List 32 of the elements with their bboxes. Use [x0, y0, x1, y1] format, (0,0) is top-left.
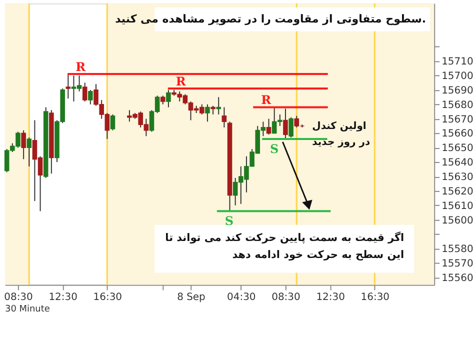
y-tick-label: 15620: [442, 186, 474, 198]
y-tick-label: 15570: [442, 258, 474, 270]
series-label: R: [76, 60, 87, 74]
x-tick-label: 08:30: [4, 292, 33, 304]
x-tick-label: 16:30: [93, 292, 122, 304]
y-tick-label: 15610: [442, 200, 474, 212]
y-tick-label: 15690: [442, 85, 474, 96]
y-tick-label: 15650: [442, 143, 474, 154]
series-label: S: [270, 142, 279, 156]
y-tick-label: 15700: [442, 70, 474, 82]
y-tick-label: 15640: [442, 158, 474, 169]
x-tick-label: 08:30: [272, 292, 300, 304]
x-tick-label: 8 Sep: [177, 292, 206, 304]
series-label: R: [176, 74, 187, 88]
y-tick-label: 15630: [442, 172, 474, 183]
y-tick-label: 15580: [442, 244, 474, 256]
y-tick-label: 15560: [442, 273, 474, 284]
series-label: R: [261, 93, 272, 108]
y-tick-label: 15660: [442, 128, 474, 140]
y-tick-label: 15670: [442, 114, 474, 126]
y-tick-label: 15600: [442, 215, 474, 226]
y-tick-label: 15680: [442, 100, 474, 111]
y-tick-label: 15710: [442, 56, 474, 68]
text: 30 Minute: [4, 304, 50, 315]
text: سطوح متفاوتی از مقاومت را در تصویر مشاهده می کنید.: [115, 12, 426, 26]
annotation: اگر قیمت به سمت پایین حرکت کند می تواند تا این سطح به حرکت خود ادامه دهد: [165, 230, 404, 261]
annotation: اولین کندل در روز جدید: [312, 120, 370, 148]
x-tick-label: 12:30: [48, 292, 78, 304]
series-label: S: [224, 214, 234, 228]
x-tick-label: 16:30: [360, 292, 390, 304]
x-tick-label: 12:30: [316, 292, 345, 304]
x-tick-label: 04:30: [227, 292, 256, 304]
